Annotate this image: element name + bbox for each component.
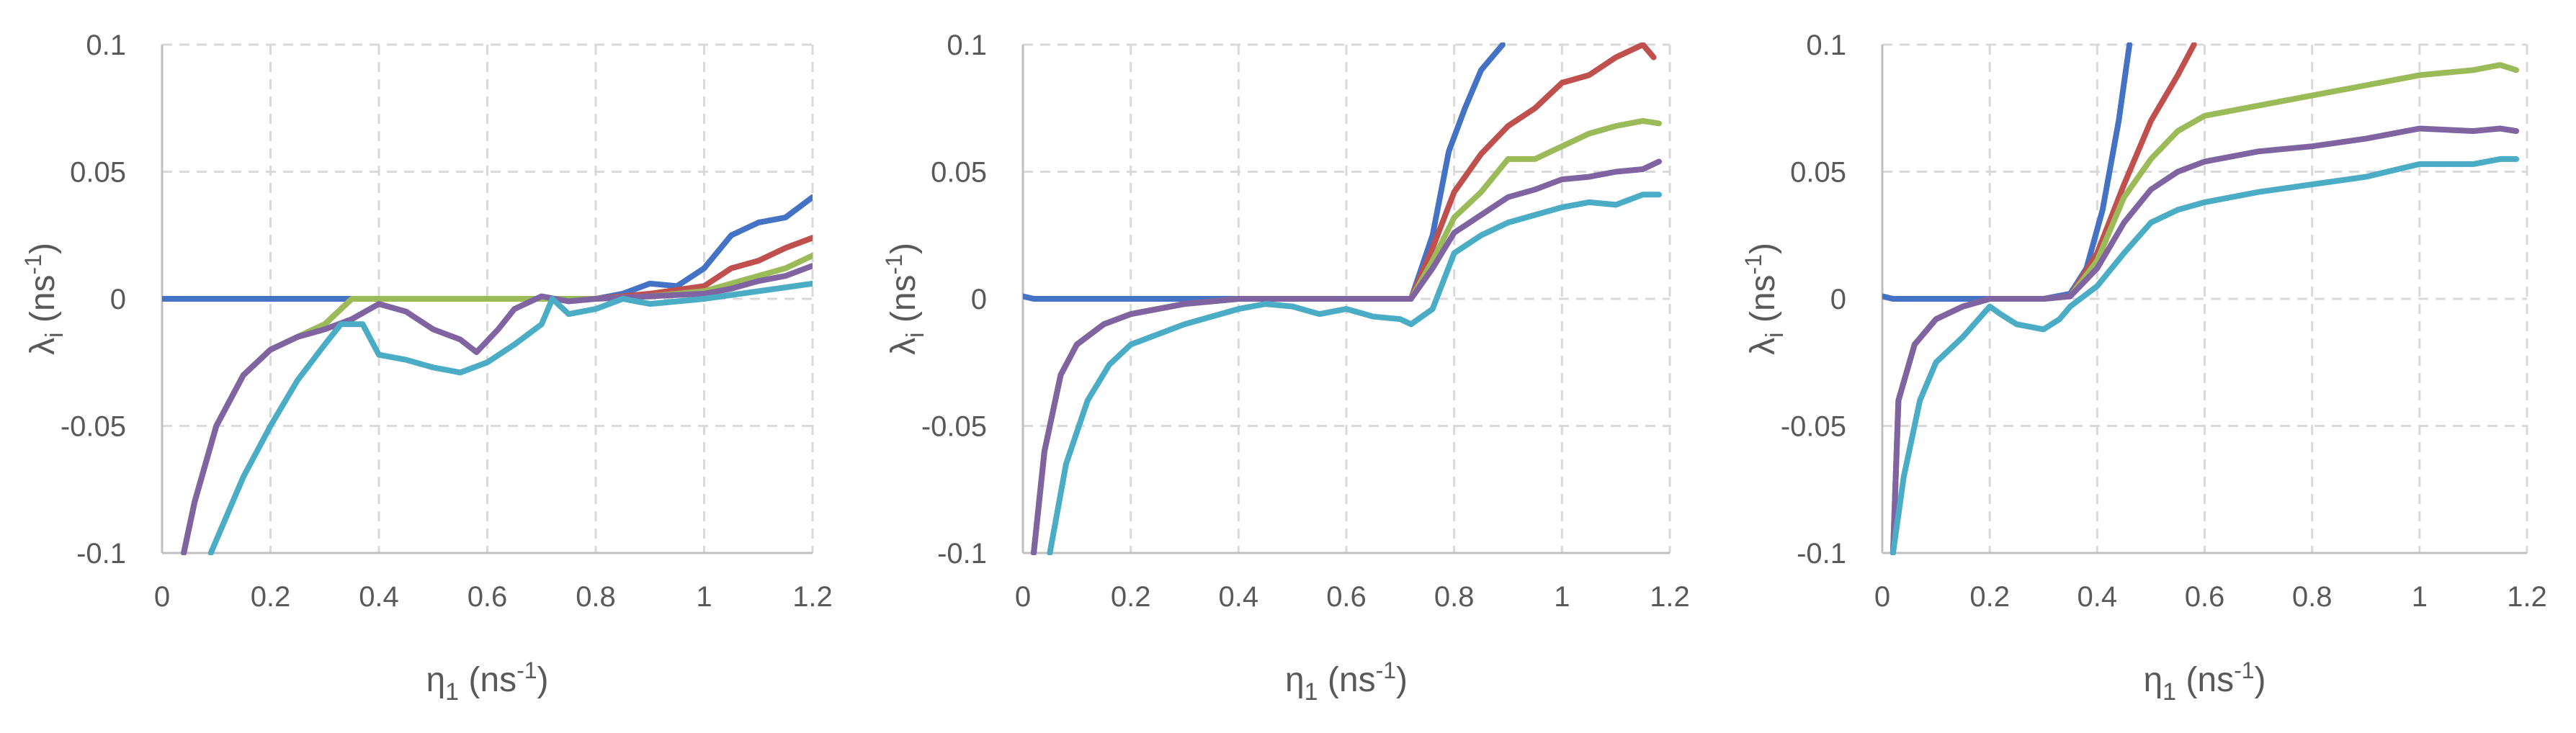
y-tick-label: -0.1: [76, 538, 126, 570]
x-tick-label: 0.6: [1326, 581, 1367, 613]
x-tick-label: 0: [1874, 581, 1890, 613]
x-tick-label: 1.2: [1650, 581, 1690, 613]
y-tick-label: -0.1: [1797, 538, 1846, 570]
x-tick-label: 0.4: [1219, 581, 1259, 613]
x-tick-label: 0.2: [251, 581, 291, 613]
y-tick-label: 0.05: [70, 157, 126, 189]
x-tick-label: 0.2: [1111, 581, 1151, 613]
x-tick-label: 0.8: [576, 581, 616, 613]
x-tick-label: 0.8: [2292, 581, 2333, 613]
x-tick-label: 0.6: [2185, 581, 2225, 613]
y-tick-label: 0: [110, 284, 126, 315]
series-line-1: [162, 194, 813, 302]
x-tick-label: 0.4: [2078, 581, 2118, 613]
x-tick-label: 0.4: [359, 581, 399, 613]
y-tick-label: -0.05: [921, 411, 987, 443]
x-tick-label: 0.6: [468, 581, 508, 613]
series-line-1: [1023, 42, 1506, 302]
y-tick-label: 0.05: [931, 157, 987, 189]
x-tick-label: 1: [1554, 581, 1570, 613]
chart-panel-3: 0.1 0.05 0 -0.05 -0.1 0 0.2 0.4 0.6 0.8 1 1.2 η1 (ns…: [1740, 30, 2547, 706]
y-tick-label: 0.1: [947, 30, 987, 61]
series-line-4: [1889, 125, 2520, 555]
y-tick-label: 0: [971, 284, 987, 315]
y-tick-label: -0.05: [61, 411, 126, 443]
y-axis-label: λi (ns-1): [1740, 243, 1789, 355]
y-tick-label: 0.1: [1806, 30, 1846, 61]
y-axis-label: λi (ns-1): [20, 243, 68, 355]
series-line-4: [181, 263, 813, 555]
y-tick-label: -0.05: [1781, 411, 1846, 443]
x-tick-label: 0: [1015, 581, 1031, 613]
series-line-4: [1031, 158, 1662, 555]
series-line-5: [1889, 156, 2520, 555]
y-axis-label: λi (ns-1): [881, 243, 929, 355]
x-tick-label: 1.2: [792, 581, 833, 613]
series-line-5: [1047, 192, 1662, 555]
chart-panel-1: 0.1 0.05 0 -0.05 -0.1 0 0.2 0.4 0.6 0.8 1 1.2 η1 (ns…: [20, 30, 833, 706]
y-tick-label: 0: [1830, 284, 1846, 315]
x-axis-label: η1 (ns-1): [426, 657, 548, 706]
y-tick-label: -0.1: [937, 538, 987, 570]
x-axis-label: η1 (ns-1): [1285, 657, 1408, 706]
y-tick-label: 0.05: [1790, 157, 1846, 189]
x-tick-label: 0: [154, 581, 170, 613]
y-tick-label: 0.1: [86, 30, 126, 61]
x-tick-label: 0.2: [1969, 581, 2010, 613]
x-tick-label: 0.8: [1434, 581, 1475, 613]
x-tick-label: 1: [2412, 581, 2428, 613]
chart-panel-2: 0.1 0.05 0 -0.05 -0.1 0 0.2 0.4 0.6 0.8 1 1.2 η1 (ns…: [881, 30, 1690, 706]
series-line-5: [207, 280, 813, 555]
x-tick-label: 1: [696, 581, 712, 613]
x-tick-label: 1.2: [2507, 581, 2547, 613]
x-axis-label: η1 (ns-1): [2143, 657, 2266, 706]
